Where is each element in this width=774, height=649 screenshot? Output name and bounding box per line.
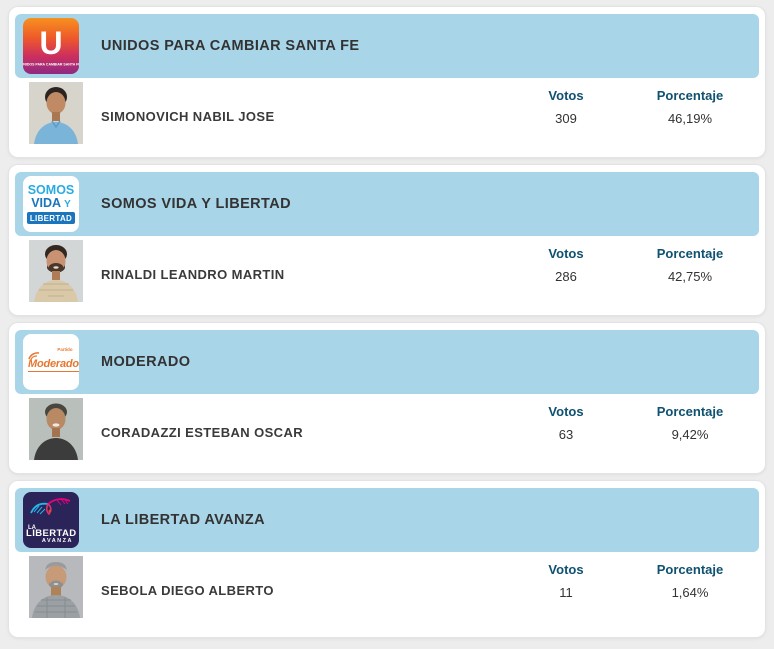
party-card-somos: SOMOS VIDA Y LIBERTAD SOMOS VIDA Y LIBER… bbox=[8, 164, 766, 316]
lla-logo-text: LA LIBERTAD AVANZA bbox=[26, 524, 77, 545]
candidate-name: SEBOLA DIEGO ALBERTO bbox=[101, 583, 274, 598]
logo-line1: SOMOS bbox=[27, 182, 75, 197]
candidate-name: CORADAZZI ESTEBAN OSCAR bbox=[101, 425, 304, 440]
percentage-column: Porcentaje 9,42% bbox=[620, 404, 760, 443]
logo-small-text: Partido bbox=[57, 347, 73, 352]
candidate-name: RINALDI LEANDRO MARTIN bbox=[101, 267, 285, 282]
percentage-value: 46,19% bbox=[667, 111, 713, 126]
party-logo-unidos-icon: U UNIDOS PARA CAMBIAR SANTA FE bbox=[23, 18, 79, 74]
party-name: MODERADO bbox=[101, 354, 191, 370]
party-header: Partido Moderado MODERADO bbox=[15, 330, 759, 394]
percentage-column: Porcentaje 42,75% bbox=[620, 246, 760, 285]
votes-label: Votos bbox=[548, 404, 584, 419]
candidate-row: SEBOLA DIEGO ALBERTO Votos 11 Porcentaje… bbox=[9, 552, 765, 633]
votes-column: Votos 11 bbox=[506, 562, 626, 601]
candidate-photo bbox=[29, 82, 83, 144]
votes-value: 63 bbox=[558, 427, 574, 442]
percentage-value: 9,42% bbox=[671, 427, 709, 442]
party-name: UNIDOS PARA CAMBIAR SANTA FE bbox=[101, 38, 360, 54]
candidate-row: CORADAZZI ESTEBAN OSCAR Votos 63 Porcent… bbox=[9, 394, 765, 475]
votes-label: Votos bbox=[548, 88, 584, 103]
party-header: LA LIBERTAD AVANZA LA LIBERTAD AVANZA bbox=[15, 488, 759, 552]
party-name: LA LIBERTAD AVANZA bbox=[101, 512, 265, 528]
candidate-photo bbox=[29, 240, 83, 302]
logo-line2: VIDA Y bbox=[31, 196, 71, 211]
party-card-moderado: Partido Moderado MODERADO CORADAZZI ESTE… bbox=[8, 322, 766, 474]
eagle-icon bbox=[30, 498, 71, 516]
percentage-value: 1,64% bbox=[671, 585, 709, 600]
percentage-label: Porcentaje bbox=[656, 404, 724, 419]
party-logo-somos-icon: SOMOS VIDA Y LIBERTAD bbox=[23, 176, 79, 232]
votes-column: Votos 309 bbox=[506, 88, 626, 127]
percentage-label: Porcentaje bbox=[656, 88, 724, 103]
votes-label: Votos bbox=[548, 246, 584, 261]
party-header: U UNIDOS PARA CAMBIAR SANTA FE UNIDOS PA… bbox=[15, 14, 759, 78]
party-card-unidos: U UNIDOS PARA CAMBIAR SANTA FE UNIDOS PA… bbox=[8, 6, 766, 158]
votes-column: Votos 63 bbox=[506, 404, 626, 443]
party-logo-moderado-icon: Partido Moderado bbox=[23, 334, 79, 390]
logo-main-text: Moderado bbox=[28, 358, 79, 372]
logo-line3: LIBERTAD bbox=[26, 212, 76, 225]
party-name: SOMOS VIDA Y LIBERTAD bbox=[101, 196, 291, 212]
votes-value: 11 bbox=[559, 585, 573, 600]
votes-column: Votos 286 bbox=[506, 246, 626, 285]
percentage-label: Porcentaje bbox=[656, 562, 724, 577]
party-logo-lla-icon: LA LIBERTAD AVANZA bbox=[23, 492, 79, 548]
percentage-value: 42,75% bbox=[667, 269, 713, 284]
votes-label: Votos bbox=[548, 562, 584, 577]
logo-letter: U bbox=[39, 25, 63, 61]
percentage-column: Porcentaje 46,19% bbox=[620, 88, 760, 127]
candidate-row: RINALDI LEANDRO MARTIN Votos 286 Porcent… bbox=[9, 236, 765, 317]
candidate-photo bbox=[29, 556, 83, 618]
candidate-name: SIMONOVICH NABIL JOSE bbox=[101, 109, 275, 124]
candidate-photo bbox=[29, 398, 83, 460]
percentage-column: Porcentaje 1,64% bbox=[620, 562, 760, 601]
moderado-swoosh-icon bbox=[28, 352, 40, 360]
logo-caption: UNIDOS PARA CAMBIAR SANTA FE bbox=[23, 62, 79, 67]
party-card-lla: LA LIBERTAD AVANZA LA LIBERTAD AVANZA bbox=[8, 480, 766, 638]
votes-value: 309 bbox=[555, 111, 577, 126]
votes-value: 286 bbox=[555, 269, 577, 284]
candidate-row: SIMONOVICH NABIL JOSE Votos 309 Porcenta… bbox=[9, 78, 765, 159]
party-header: SOMOS VIDA Y LIBERTAD SOMOS VIDA Y LIBER… bbox=[15, 172, 759, 236]
percentage-label: Porcentaje bbox=[656, 246, 724, 261]
